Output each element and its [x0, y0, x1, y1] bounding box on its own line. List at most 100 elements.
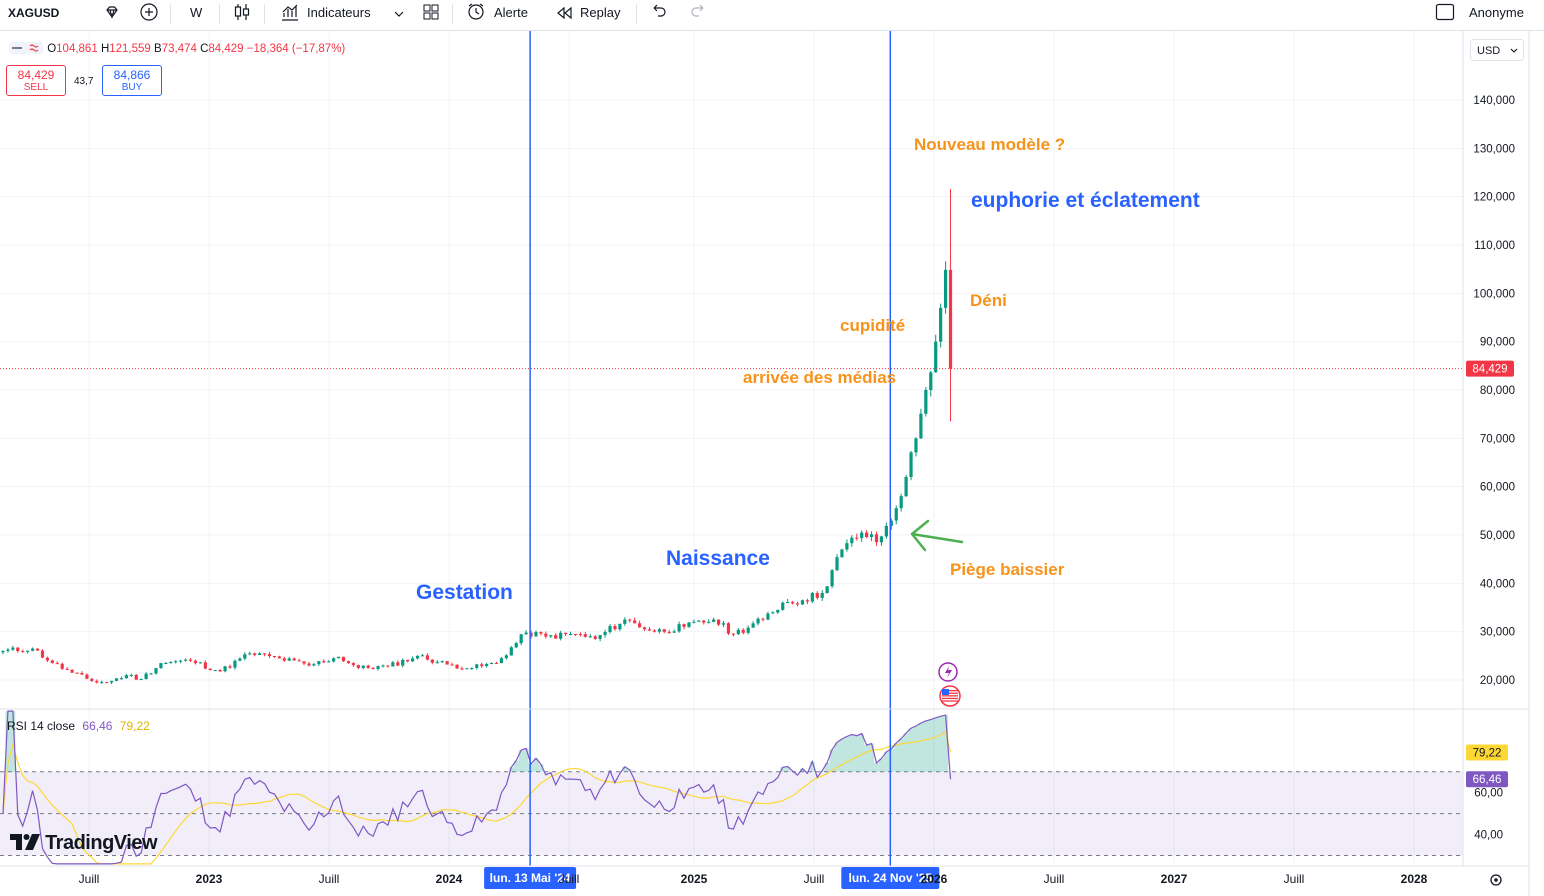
- candle-body: [465, 668, 469, 670]
- candle: [573, 633, 578, 637]
- annotation-label: Déni: [970, 291, 1007, 310]
- rsi-overbought-fill: [5, 711, 949, 772]
- candle: [687, 621, 691, 628]
- candle-body: [208, 668, 212, 671]
- candle-body: [647, 629, 652, 631]
- candle: [381, 664, 385, 668]
- candle-body: [203, 662, 207, 669]
- candle: [411, 656, 415, 663]
- candle-body: [850, 537, 854, 544]
- layout-icon[interactable]: [422, 2, 440, 32]
- price-tick-label: 90,000: [1480, 337, 1515, 349]
- legend-toggle-icon[interactable]: [8, 41, 44, 55]
- candle-body: [45, 657, 50, 661]
- legend-h-label: H: [100, 43, 110, 56]
- chart-canvas[interactable]: lun. 13 Mai '24 lun. 24 Nov '25 Nouveau m…: [0, 31, 1544, 896]
- candle: [766, 611, 770, 621]
- candle-body: [31, 648, 35, 651]
- candle-body: [445, 661, 449, 665]
- interval-button[interactable]: W: [190, 5, 203, 20]
- undo-icon[interactable]: [650, 2, 668, 32]
- candle: [475, 663, 479, 670]
- currency-select[interactable]: USD: [1470, 39, 1524, 61]
- fullscreen-icon[interactable]: [1435, 2, 1455, 32]
- candle: [835, 554, 839, 571]
- annotation-label: Naissance: [666, 547, 770, 570]
- candle-body: [243, 654, 247, 659]
- candle-body: [618, 623, 622, 630]
- chevron-down-icon[interactable]: [394, 2, 404, 32]
- candle-body: [1, 651, 5, 653]
- candle: [336, 656, 341, 659]
- candle-body: [662, 629, 666, 632]
- buy-button[interactable]: 84,866 BUY: [102, 65, 162, 96]
- replay-button[interactable]: Replay: [580, 5, 621, 20]
- candle-body: [406, 659, 410, 662]
- candle-body: [499, 658, 504, 664]
- candle-body: [820, 593, 824, 598]
- candle-body: [786, 601, 790, 603]
- candle-body: [573, 634, 578, 636]
- candle-body: [415, 655, 420, 659]
- candle-body: [524, 632, 528, 635]
- candle: [198, 662, 202, 664]
- candle-body: [139, 679, 143, 681]
- candle: [16, 647, 20, 653]
- candle-body: [371, 667, 375, 669]
- gem-icon[interactable]: [104, 2, 120, 32]
- candle-body: [583, 634, 587, 637]
- replay-icon[interactable]: [555, 2, 573, 32]
- candles-icon[interactable]: [233, 2, 251, 32]
- candle-body: [109, 680, 114, 683]
- candle-body: [529, 632, 533, 637]
- candle: [425, 653, 430, 661]
- candle: [179, 659, 183, 664]
- candle: [934, 334, 938, 373]
- axes: 20,000 30,000 40,000 50,000 60,000 70,000 80,0…: [0, 31, 1530, 896]
- price-tick-label: 130,000: [1473, 143, 1515, 155]
- candle-body: [845, 543, 849, 550]
- indicators-icon[interactable]: [280, 2, 300, 32]
- add-symbol-icon[interactable]: [139, 2, 159, 32]
- candle-body: [884, 525, 888, 537]
- candle-body: [435, 661, 439, 663]
- candle: [455, 664, 459, 669]
- candle-body: [914, 438, 918, 453]
- candle-body: [455, 664, 459, 669]
- candle-body: [381, 665, 385, 667]
- candle-body: [346, 661, 351, 664]
- tradingview-logo[interactable]: TradingView: [10, 832, 158, 855]
- candle-body: [509, 647, 513, 656]
- candle-body: [430, 659, 434, 663]
- redo-icon[interactable]: [689, 2, 707, 32]
- candle-body: [174, 661, 178, 663]
- marker-date-badge: [841, 867, 940, 889]
- price-tick-label: 50,000: [1480, 530, 1515, 542]
- candle-body: [460, 668, 464, 670]
- candle-body: [697, 620, 701, 622]
- candle: [702, 619, 706, 625]
- candle: [578, 632, 582, 637]
- candle-body: [6, 649, 10, 651]
- flag-stripe: [942, 692, 958, 694]
- candle-body: [213, 670, 217, 672]
- alert-icon[interactable]: [466, 2, 486, 32]
- candle: [351, 662, 355, 667]
- indicators-button[interactable]: Indicateurs: [307, 5, 371, 20]
- candle-body: [756, 618, 760, 624]
- symbol-search[interactable]: XAGUSD: [8, 6, 60, 20]
- candle-body: [919, 413, 923, 439]
- candle-body: [70, 669, 74, 673]
- candle-body: [356, 665, 360, 668]
- sell-button[interactable]: 84,429 SELL: [6, 65, 66, 96]
- candle: [603, 629, 607, 638]
- candle: [914, 437, 918, 457]
- candle: [480, 662, 484, 668]
- user-menu[interactable]: Anonyme: [1469, 5, 1524, 20]
- price-tick-label: 100,000: [1473, 288, 1515, 300]
- candle: [559, 630, 563, 641]
- candle-body: [731, 633, 735, 635]
- alert-button[interactable]: Alerte: [494, 5, 528, 20]
- candle-body: [317, 661, 321, 665]
- candle: [499, 656, 504, 664]
